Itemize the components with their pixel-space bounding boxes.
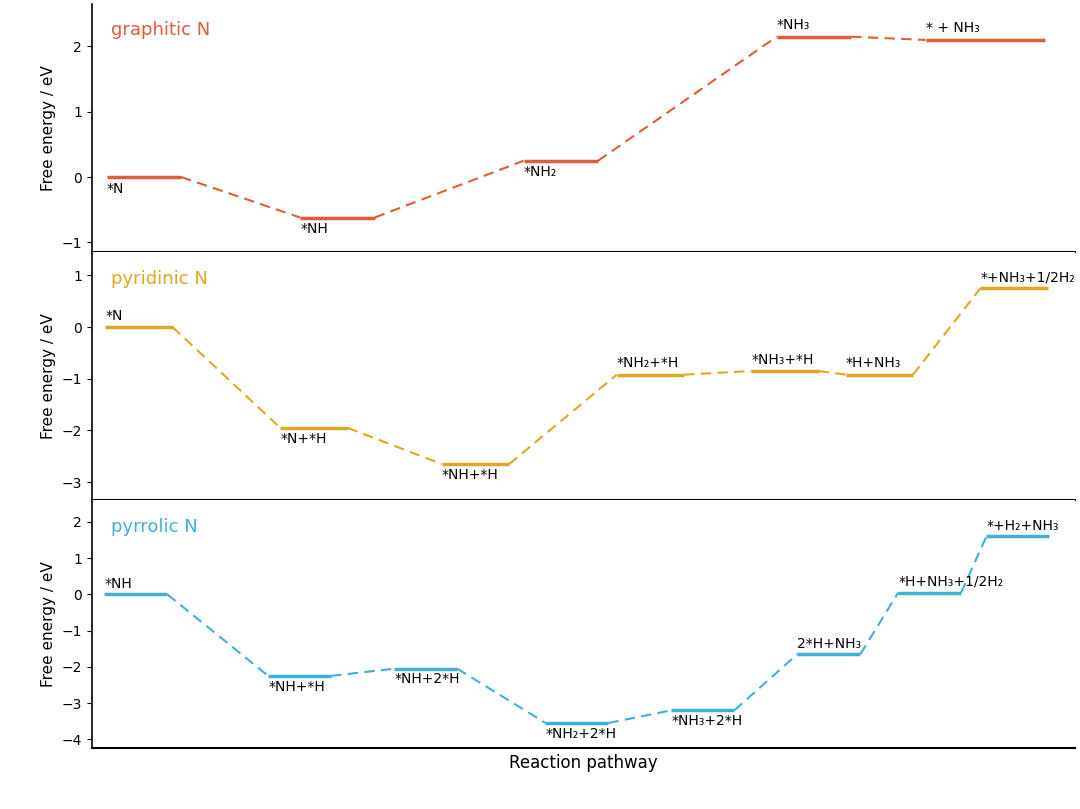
Text: *NH₂+*H: *NH₂+*H: [617, 357, 679, 371]
Text: 2*H+NH₃: 2*H+NH₃: [797, 637, 862, 650]
Text: *NH: *NH: [105, 577, 132, 591]
Text: pyrrolic N: pyrrolic N: [111, 518, 199, 536]
Y-axis label: Free energy / eV: Free energy / eV: [41, 313, 56, 439]
Text: *NH₂+2*H: *NH₂+2*H: [545, 726, 617, 740]
Y-axis label: Free energy / eV: Free energy / eV: [41, 561, 56, 687]
Text: *N: *N: [105, 309, 123, 323]
Text: *+NH₃+1/2H₂: *+NH₃+1/2H₂: [981, 270, 1075, 284]
Text: * + NH₃: * + NH₃: [926, 21, 980, 36]
Y-axis label: Free energy / eV: Free energy / eV: [41, 66, 56, 191]
Text: graphitic N: graphitic N: [111, 21, 211, 40]
Text: *H+NH₃+1/2H₂: *H+NH₃+1/2H₂: [899, 575, 1003, 589]
Text: *NH+*H: *NH+*H: [442, 468, 499, 482]
Text: *NH: *NH: [300, 222, 328, 236]
Text: pyridinic N: pyridinic N: [111, 269, 208, 287]
Text: *NH₃+*H: *NH₃+*H: [752, 353, 814, 367]
Text: *NH₂: *NH₂: [524, 165, 557, 180]
Text: *NH+2*H: *NH+2*H: [394, 672, 460, 686]
Text: *NH₃: *NH₃: [777, 18, 810, 32]
Text: *N: *N: [107, 182, 124, 196]
Text: *N+*H: *N+*H: [281, 432, 326, 446]
X-axis label: Reaction pathway: Reaction pathway: [509, 754, 658, 772]
Text: *+H₂+NH₃: *+H₂+NH₃: [986, 519, 1058, 533]
Text: *NH+*H: *NH+*H: [268, 680, 325, 693]
Text: *H+NH₃: *H+NH₃: [846, 357, 901, 371]
Text: *NH₃+2*H: *NH₃+2*H: [672, 714, 743, 728]
